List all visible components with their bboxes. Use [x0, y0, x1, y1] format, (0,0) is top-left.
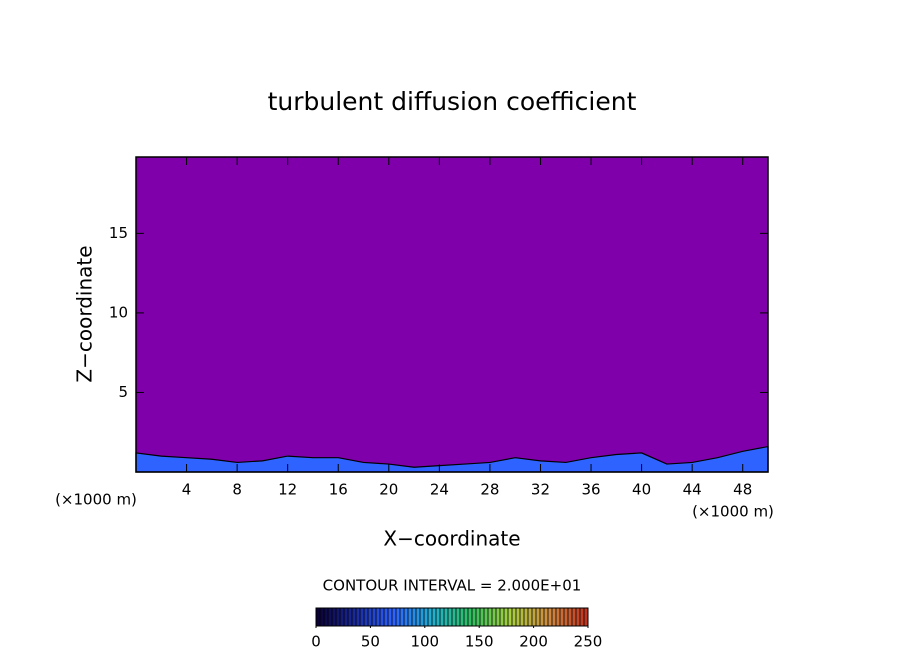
colorbar-tick-label: 0 [311, 633, 321, 651]
x-tick-label: 40 [632, 481, 651, 499]
x-unit-label: (×1000 m) [55, 491, 137, 509]
x-tick-label: 24 [430, 481, 449, 499]
y-tick-label: 5 [118, 383, 128, 401]
x-tick-label: 28 [480, 481, 499, 499]
chart-title: turbulent diffusion coefficient [268, 87, 637, 116]
x-tick-label: 12 [278, 481, 297, 499]
x-tick-label: 44 [683, 481, 702, 499]
plot-background [136, 157, 768, 472]
y-axis-label: Z−coordinate [73, 245, 97, 382]
plot-frame [135, 156, 769, 473]
layer-area [135, 445, 769, 473]
colorbar-tick-label: 200 [519, 633, 548, 651]
x-axis-label: X−coordinate [383, 527, 520, 551]
colorbar-label: CONTOUR INTERVAL = 2.000E+01 [323, 577, 582, 595]
x-tick-label: 48 [733, 481, 752, 499]
colorbar-tick-label: 150 [465, 633, 494, 651]
colorbar-tick-label: 250 [574, 633, 603, 651]
x-tick-label: 36 [581, 481, 600, 499]
y-tick-label: 10 [109, 303, 128, 321]
x-tick-label: 4 [182, 481, 192, 499]
x-unit-label: (×1000 m) [692, 503, 774, 521]
x-tick-label: 8 [232, 481, 242, 499]
colorbar-tick-label: 100 [410, 633, 439, 651]
x-tick-label: 16 [329, 481, 348, 499]
x-tick-label: 32 [531, 481, 550, 499]
x-tick-label: 20 [379, 481, 398, 499]
y-tick-label: 15 [109, 224, 128, 242]
colorbar-tick-label: 50 [361, 633, 380, 651]
